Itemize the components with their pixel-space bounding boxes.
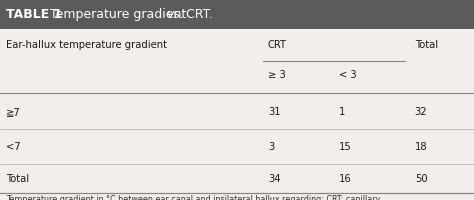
Text: 31: 31 [268,107,281,117]
Text: <7: <7 [6,142,20,152]
Text: 34: 34 [268,174,280,184]
Text: 15: 15 [339,142,352,152]
Text: Total: Total [415,40,438,50]
Text: vs.: vs. [166,8,184,21]
Text: CRT: CRT [268,40,287,50]
Text: 1: 1 [339,107,345,117]
Text: Temperature gradient: Temperature gradient [46,8,191,21]
Text: Temperature gradient in °C between ear canal and ipsilateral hallux regarding; C: Temperature gradient in °C between ear c… [6,195,380,200]
Bar [0,0,474,29]
Text: 18: 18 [415,142,428,152]
Text: TABLE 1: TABLE 1 [6,8,62,21]
Text: Ear-hallux temperature gradient: Ear-hallux temperature gradient [6,40,167,50]
Text: 50: 50 [415,174,428,184]
Text: ≥ 3: ≥ 3 [268,70,285,80]
Text: 32: 32 [415,107,428,117]
Text: < 3: < 3 [339,70,356,80]
Text: 16: 16 [339,174,352,184]
Text: Total: Total [6,174,29,184]
Text: CRT.: CRT. [182,8,213,21]
Text: ≧7: ≧7 [6,107,20,117]
Text: 3: 3 [268,142,274,152]
